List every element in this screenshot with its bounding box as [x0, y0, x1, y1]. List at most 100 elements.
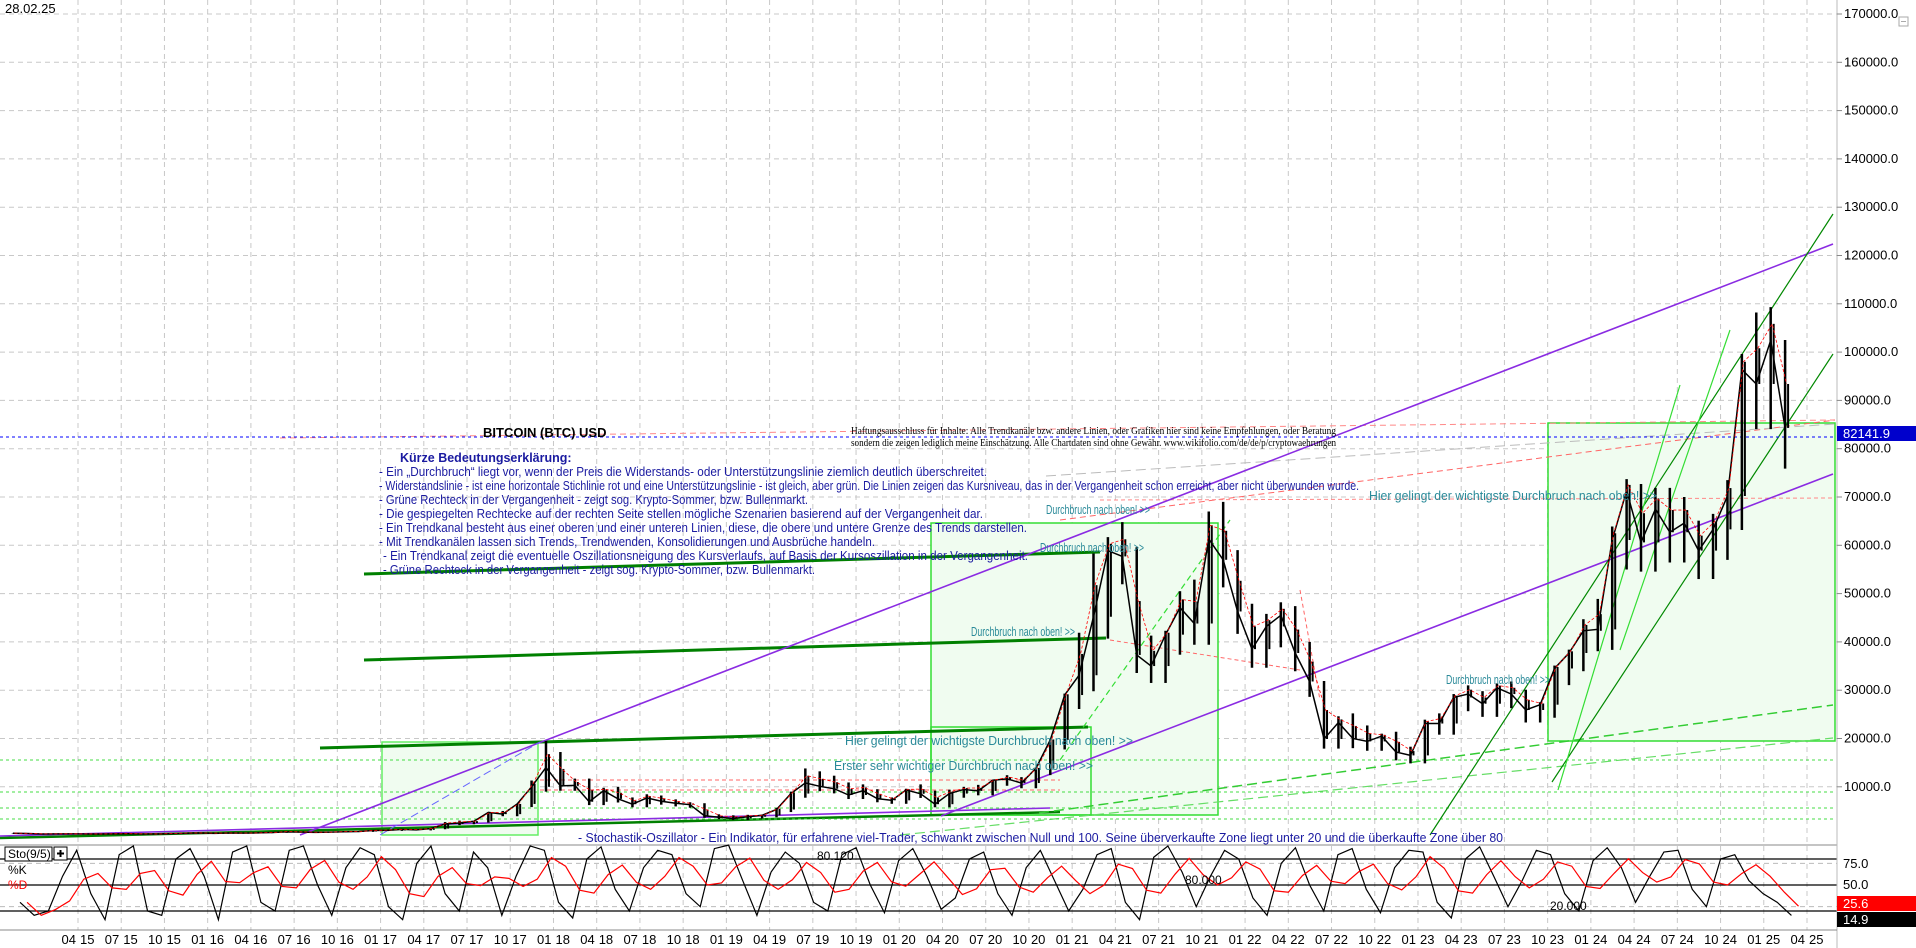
x-tick-label: 07	[1661, 932, 1675, 947]
x-tick-label: 04	[62, 932, 76, 947]
x-tick-label: 04	[1618, 932, 1632, 947]
osc-tick-label: 75.0	[1843, 856, 1868, 871]
support-line	[363, 550, 1101, 576]
y-tick-label: 170000.0	[1844, 6, 1898, 21]
oscillator-inline-label: 80.120	[817, 849, 854, 863]
x-tick-label: 04	[580, 932, 594, 947]
x-tick-label-year: 20	[988, 932, 1002, 947]
x-tick-label: 04	[753, 932, 767, 947]
x-tick-label-year: 17	[512, 932, 526, 947]
support-dashed	[899, 737, 1834, 836]
x-tick-label: 01	[1574, 932, 1588, 947]
channel-dashed-line	[379, 741, 541, 836]
x-tick-label: 04	[1099, 932, 1113, 947]
x-tick-label: 01	[364, 932, 378, 947]
k-label: %K	[8, 863, 27, 877]
x-tick-label-year: 21	[1074, 932, 1088, 947]
x-tick-label-year: 18	[685, 932, 699, 947]
chart-title: BITCOIN (BTC) USD	[483, 425, 607, 440]
x-tick-label: 04	[1445, 932, 1459, 947]
x-tick-label-year: 15	[166, 932, 180, 947]
steep-channel-line	[1557, 384, 1681, 791]
y-tick-label: 130000.0	[1844, 199, 1898, 214]
oscillator-name: Sto(9/5)	[8, 847, 51, 861]
disclaimer-line-2: sondern die zeigen lediglich meine Einsc…	[851, 437, 1336, 449]
k-value: 14.9	[1843, 912, 1868, 927]
y-tick-label: 90000.0	[1844, 392, 1891, 407]
x-tick-label-year: 16	[253, 932, 267, 947]
price-overlay-line	[14, 322, 1787, 835]
most-important-breakout-annotation: Hier gelingt der wichtigste Durchbruch n…	[1369, 489, 1657, 503]
legend-line: - Die gespiegelten Rechtecke auf der rec…	[379, 507, 983, 521]
x-axis[interactable]: 04 15 07 15 10 15 01 16 04 16 07 16 10 16 01 17 04 17 07 17…	[62, 932, 1824, 947]
y-tick-label: 150000.0	[1844, 103, 1898, 118]
x-tick-label-year: 22	[1334, 932, 1348, 947]
x-tick-label-year: 24	[1679, 932, 1693, 947]
x-tick-label-year: 18	[642, 932, 656, 947]
resistance-line	[1045, 423, 1836, 477]
oscillator-inline-label: 80.000	[1185, 873, 1222, 887]
breakout-annotation: Durchbruch nach oben! >>	[1040, 541, 1144, 555]
x-tick-label-year: 23	[1550, 932, 1564, 947]
x-tick-label: 04	[926, 932, 940, 947]
collapse-icon[interactable]	[1898, 16, 1909, 27]
x-tick-label: 07	[278, 932, 292, 947]
x-tick-label-year: 19	[772, 932, 786, 947]
y-tick-label: 70000.0	[1844, 489, 1891, 504]
current-price-badge	[1837, 426, 1916, 441]
y-tick-label: 50000.0	[1844, 586, 1891, 601]
legend-line: - Grüne Rechteck in der Vergangenheit - …	[379, 493, 808, 507]
support-dashed	[1038, 704, 1834, 814]
channel-upper-line	[299, 243, 1834, 836]
x-tick-label-year: 17	[426, 932, 440, 947]
legend-line: - Ein Trendkanal zeigt die eventuelle Os…	[383, 549, 1028, 563]
x-tick-label-year: 25	[1766, 932, 1780, 947]
x-tick-label: 07	[969, 932, 983, 947]
x-tick-label-year: 19	[858, 932, 872, 947]
x-tick-label-year: 21	[1204, 932, 1218, 947]
x-tick-label-year: 23	[1420, 932, 1434, 947]
x-tick-label-year: 20	[945, 932, 959, 947]
x-tick-label-year: 25	[1809, 932, 1823, 947]
x-tick-label: 01	[1402, 932, 1416, 947]
x-tick-label: 01	[883, 932, 897, 947]
x-tick-label-year: 22	[1290, 932, 1304, 947]
x-tick-label-year: 22	[1377, 932, 1391, 947]
expand-icon[interactable]	[53, 846, 68, 861]
annotations: Durchbruch nach oben! >> Durchbruch nach…	[578, 489, 1657, 845]
steep-channel-line	[1619, 329, 1731, 651]
disclaimer-line-1: Haftungsausschluss für Inhalte: Alle Tre…	[851, 425, 1336, 437]
steep-channel-line	[1429, 213, 1834, 836]
legend-line: - Ein Trendkanal besteht aus einer obere…	[379, 521, 1027, 535]
x-tick-label-year: 16	[339, 932, 353, 947]
resistance-line	[279, 419, 1836, 439]
y-axis[interactable]: 170000.0 160000.0 150000.0 140000.0 130000.0…	[1837, 6, 1898, 794]
y-tick-label: 120000.0	[1844, 248, 1898, 263]
stochastic-oscillator	[0, 844, 1837, 922]
x-tick-label-year: 24	[1723, 932, 1737, 947]
x-tick-label: 07	[451, 932, 465, 947]
x-tick-label: 10	[1704, 932, 1718, 947]
x-tick-label-year: 17	[383, 932, 397, 947]
legend-title: Kürze Bedeutungserklärung:	[400, 451, 572, 465]
osc-tick-label: 50.0	[1843, 877, 1868, 892]
bull-box-projection	[1547, 422, 1836, 742]
x-tick-label-year: 20	[901, 932, 915, 947]
bull-market-boxes	[381, 422, 1836, 836]
x-tick-label: 04	[407, 932, 421, 947]
price-series	[11, 307, 1790, 835]
x-tick-label-year: 18	[555, 932, 569, 947]
resistance-line	[1099, 497, 1836, 501]
oscillator-inline-label: 20.000	[1550, 899, 1587, 913]
d-line	[26, 855, 1799, 917]
x-tick-label-year: 22	[1247, 932, 1261, 947]
x-tick-label-year: 24	[1593, 932, 1607, 947]
x-tick-label-year: 19	[728, 932, 742, 947]
y-tick-label: 30000.0	[1844, 682, 1891, 697]
x-tick-label-year: 18	[599, 932, 613, 947]
x-tick-label-year: 24	[1636, 932, 1650, 947]
x-tick-label: 04	[1272, 932, 1286, 947]
y-tick-label: 10000.0	[1844, 779, 1891, 794]
channel-flat-line	[0, 807, 1051, 837]
